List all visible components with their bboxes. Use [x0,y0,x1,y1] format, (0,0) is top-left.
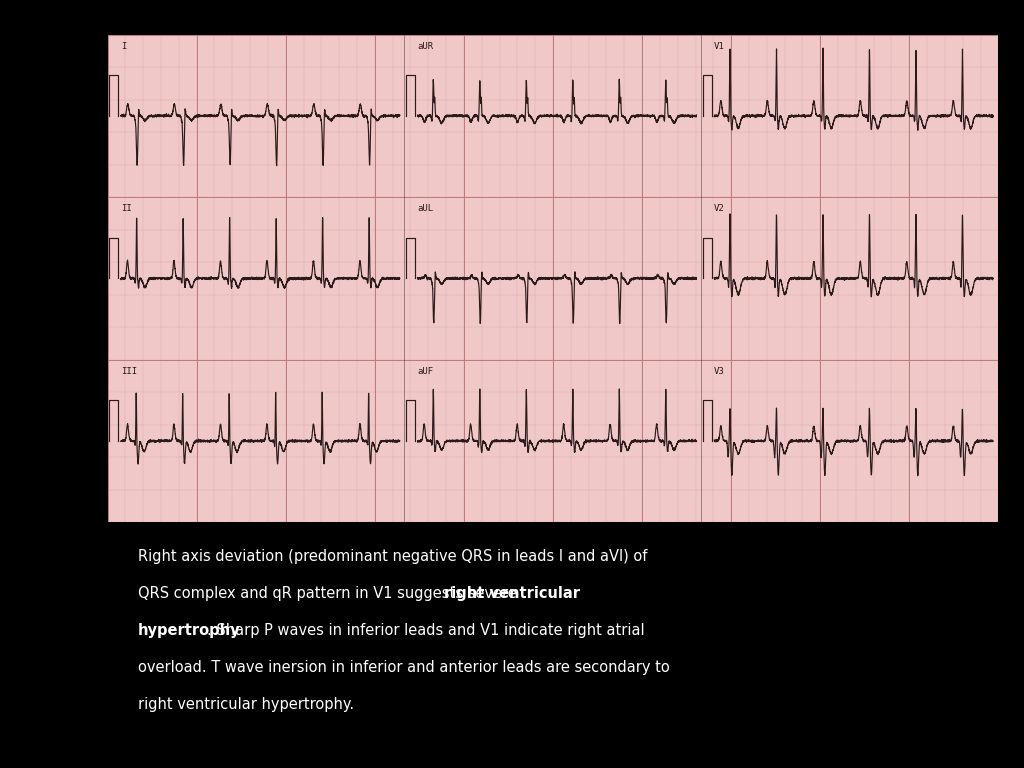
Text: III: III [121,367,137,376]
Text: . Sharp P waves in inferior leads and V1 indicate right atrial: . Sharp P waves in inferior leads and V1… [207,623,644,638]
Text: right ventricular hypertrophy.: right ventricular hypertrophy. [138,697,354,712]
Text: Right axis deviation (predominant negative QRS in leads I and aVl) of: Right axis deviation (predominant negati… [138,549,647,564]
Text: V2: V2 [714,204,725,214]
Text: II: II [121,204,132,214]
Text: aUF: aUF [418,367,434,376]
Text: overload. T wave inersion in inferior and anterior leads are secondary to: overload. T wave inersion in inferior an… [138,660,670,675]
Text: V3: V3 [714,367,725,376]
Text: V1: V1 [714,41,725,51]
Text: QRS complex and qR pattern in V1 suggests severe: QRS complex and qR pattern in V1 suggest… [138,586,521,601]
Text: right ventricular: right ventricular [444,586,581,601]
Text: aUR: aUR [418,41,434,51]
Text: hypertrophy: hypertrophy [138,623,241,638]
Text: I: I [121,41,126,51]
Text: aUL: aUL [418,204,434,214]
